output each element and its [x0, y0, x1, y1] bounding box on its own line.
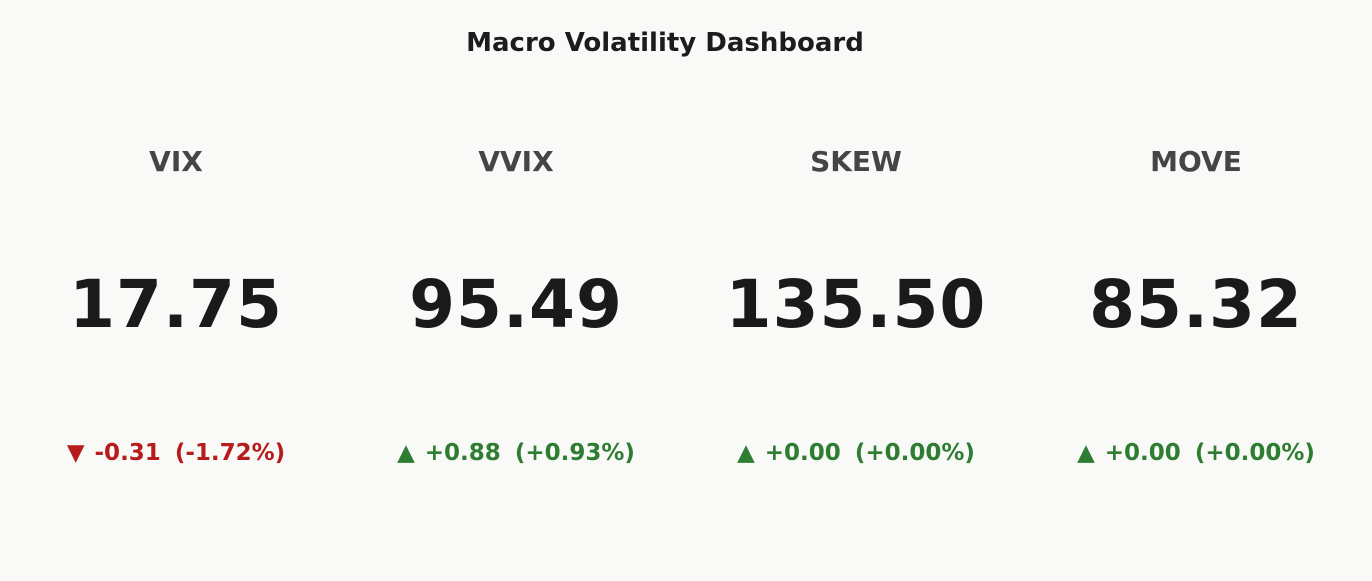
change-percent: (+0.00%): [854, 440, 975, 466]
metric-value: 95.49: [409, 266, 623, 343]
metric-value: 17.75: [69, 266, 283, 343]
change-value: +0.88: [424, 440, 501, 466]
metric-value: 85.32: [1089, 266, 1303, 343]
arrow-up-icon: ▲: [397, 440, 415, 466]
change-percent: (+0.00%): [1194, 440, 1315, 466]
dashboard-title: Macro Volatility Dashboard: [466, 28, 864, 58]
change-percent: (+0.93%): [514, 440, 635, 466]
metric-value: 135.50: [725, 266, 987, 343]
metric-label: SKEW: [810, 145, 902, 178]
metric-change: ▲ +0.00 (+0.00%): [1026, 440, 1366, 466]
metric-label: VIX: [149, 145, 203, 178]
arrow-down-icon: ▼: [66, 440, 85, 466]
metric-label: VVIX: [478, 145, 554, 178]
metric-change: ▲ +0.00 (+0.00%): [686, 440, 1026, 466]
metric-change: ▲ +0.88 (+0.93%): [346, 440, 686, 466]
arrow-up-icon: ▲: [737, 440, 755, 466]
metric-card-skew: SKEW 135.50 ▲ +0.00 (+0.00%): [686, 0, 1026, 581]
metric-card-vix: VIX 17.75 ▼ -0.31 (-1.72%): [6, 0, 346, 581]
change-value: +0.00: [1104, 440, 1181, 466]
arrow-up-icon: ▲: [1077, 440, 1095, 466]
metric-label: MOVE: [1150, 145, 1242, 178]
change-value: -0.31: [94, 440, 161, 466]
metric-card-move: MOVE 85.32 ▲ +0.00 (+0.00%): [1026, 0, 1366, 581]
metric-card-vvix: VVIX 95.49 ▲ +0.88 (+0.93%): [346, 0, 686, 581]
metric-change: ▼ -0.31 (-1.72%): [6, 440, 346, 466]
change-value: +0.00: [764, 440, 841, 466]
change-percent: (-1.72%): [174, 440, 286, 466]
